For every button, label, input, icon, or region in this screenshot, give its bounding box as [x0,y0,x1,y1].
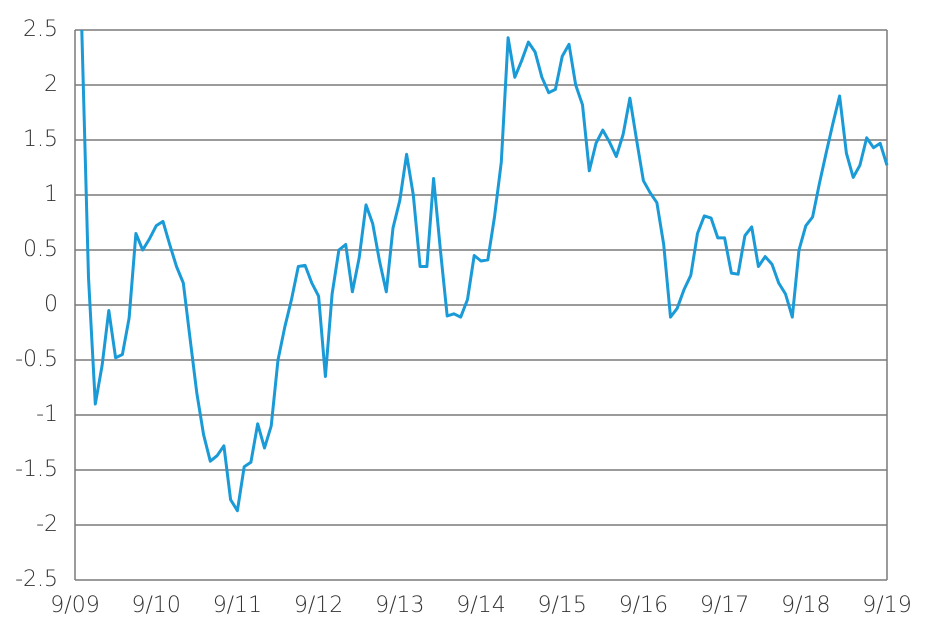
x-tick-label: 9/18 [781,593,830,618]
y-tick-label: -2 [36,512,58,537]
x-tick-label: 9/09 [50,593,99,618]
x-tick-label: 9/12 [294,593,343,618]
x-tick-label: 9/17 [700,593,749,618]
x-tick-label: 9/14 [456,593,505,618]
y-tick-label: 1 [44,182,58,207]
y-tick-label: 2.5 [23,17,58,42]
y-tick-label: 2 [44,72,58,97]
x-tick-label: 9/15 [537,593,586,618]
x-tick-label: 9/19 [862,593,911,618]
x-tick-label: 9/11 [213,593,262,618]
y-tick-label: -1 [36,402,58,427]
x-tick-label: 9/10 [131,593,180,618]
data-line [80,29,889,513]
y-tick-label: -1.5 [15,457,58,482]
y-tick-label: 1.5 [23,127,58,152]
y-tick-label: -0.5 [15,347,58,372]
y-tick-label: 0 [44,292,58,317]
y-tick-label: 0.5 [23,237,58,262]
x-tick-label: 9/13 [375,593,424,618]
x-tick-label: 9/16 [619,593,668,618]
y-tick-label: -2.5 [15,567,58,592]
